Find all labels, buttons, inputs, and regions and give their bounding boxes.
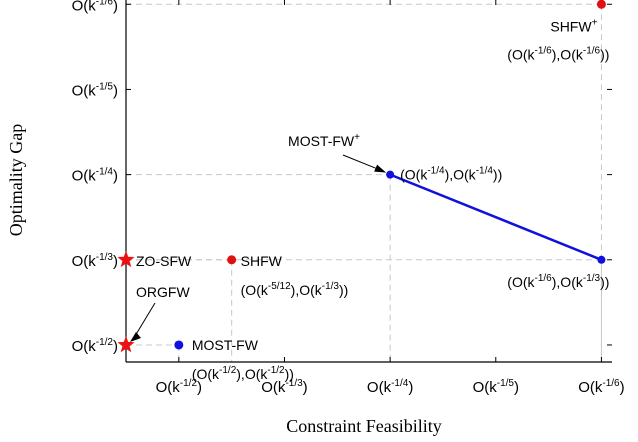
most-fw-point [174, 340, 183, 349]
zo-sfw-label: ZO-SFW [136, 253, 192, 269]
most-fw-plus-endpoint [597, 256, 605, 264]
most-fw-label: MOST-FW [192, 337, 259, 353]
most-fw-plus-label: MOST-FW+​ [288, 132, 360, 149]
shfw-plus-label: SHFW+​ [550, 17, 597, 34]
shfw-label: SHFW [241, 253, 283, 269]
shfw-plus-point [597, 0, 606, 9]
orgfw-label: ORGFW [136, 284, 190, 300]
shfw-point [227, 255, 236, 264]
x-axis-label: Constraint Feasibility [286, 416, 442, 436]
y-axis-label: Optimality Gap [6, 124, 26, 236]
most-fw-plus-endpoint [386, 171, 394, 179]
